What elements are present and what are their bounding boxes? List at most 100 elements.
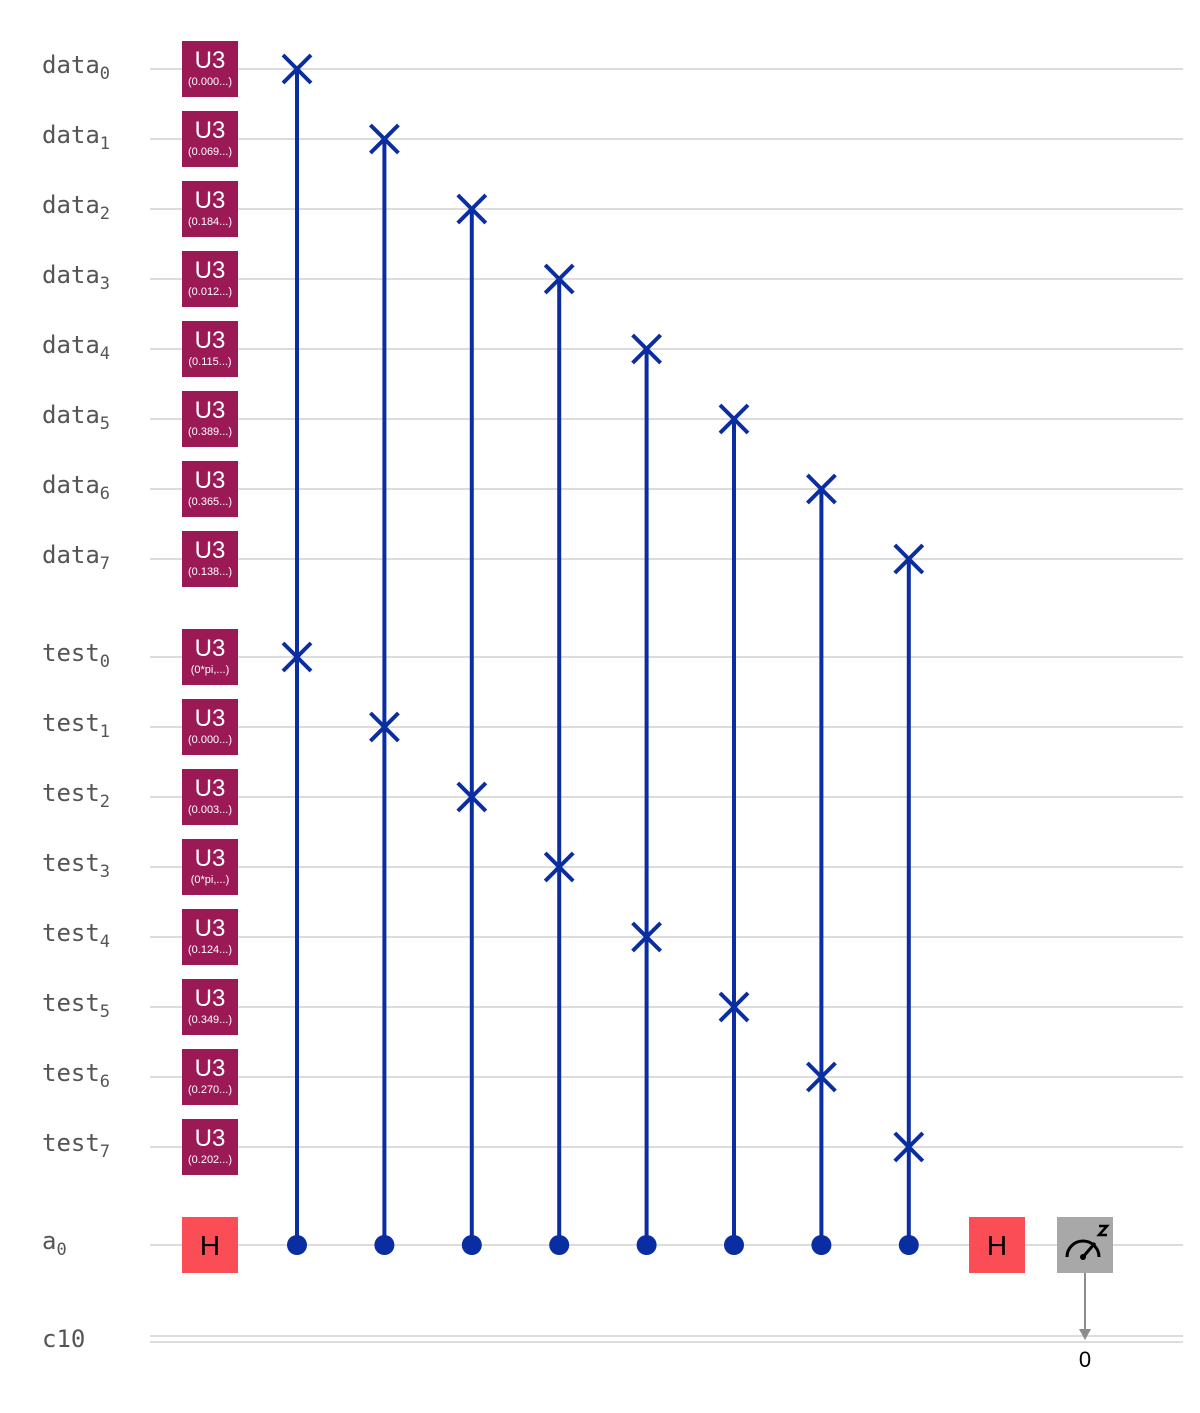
cswap-gate-2 [456,193,488,1255]
u3-gate-name: U3 [195,985,226,1012]
meter-needle [1081,1242,1097,1258]
swap-x-stroke [631,333,663,365]
swap-x-icon [281,53,313,85]
qubit-label-data2: data2 [42,191,110,224]
swap-x-icon [543,851,575,883]
control-dot-icon [636,1235,657,1255]
u3-gate-box [182,699,238,755]
control-dot-icon [374,1235,395,1255]
swap-x-icon [631,333,663,365]
u3-gate-param: (0.069...) [188,146,232,158]
u3-gate-test6: U3 (0.270...) [182,1049,238,1105]
u3-gate-box [182,629,238,685]
z-glyph [1096,1224,1110,1237]
u3-gate-param: (0.124...) [188,944,232,956]
classical-bit-label: 0 [1079,1347,1091,1372]
swap-x-stroke [805,473,837,505]
cswap-gate-1 [368,123,400,1255]
swap-x-stroke [718,403,750,435]
u3-gate-test7: U3 (0.202...) [182,1119,238,1175]
qubit-label-test6: test6 [42,1059,110,1092]
u3-gate-name: U3 [195,845,226,872]
u3-gate-param: (0*pi,...) [191,664,230,676]
u3-gate-box [182,461,238,517]
u3-gate-data0: U3 (0.000...) [182,41,238,97]
u3-gate-name: U3 [195,775,226,802]
cswap-gate-6 [805,473,837,1255]
swap-x-icon [805,1061,837,1093]
qubit-label-test7: test7 [42,1129,110,1162]
u3-gate-name: U3 [195,915,226,942]
u3-gate-box [182,41,238,97]
u3-gate-test0: U3 (0*pi,...) [182,629,238,685]
u3-gate-test1: U3 (0.000...) [182,699,238,755]
h-gate-box [182,1217,238,1273]
u3-gate-param: (0.012...) [188,286,232,298]
control-dot-icon [898,1235,919,1255]
u3-gate-param: (0.138...) [188,566,232,578]
u3-gate-param: (0.202...) [188,1154,232,1166]
u3-gate-name: U3 [195,47,226,74]
u3-gate-test3: U3 (0*pi,...) [182,839,238,895]
qubit-label-data4: data4 [42,331,110,364]
h-gate-name: H [987,1230,1007,1261]
u3-gate-param: (0.115...) [188,356,231,368]
u3-gate-data6: U3 (0.365...) [182,461,238,517]
measurement-gate: 0 [1057,1217,1113,1372]
control-dot-icon [811,1235,832,1255]
u3-gate-name: U3 [195,257,226,284]
h-gate-second: H [969,1217,1025,1273]
u3-gate-param: (0.389...) [188,426,232,438]
swap-x-icon [893,1131,925,1163]
swap-x-icon [281,641,313,673]
u3-gate-name: U3 [195,705,226,732]
swap-x-stroke [456,193,488,225]
qubit-label-test4: test4 [42,919,110,952]
swap-x-stroke [543,851,575,883]
u3-gate-name: U3 [195,635,226,662]
u3-gate-data7: U3 (0.138...) [182,531,238,587]
control-dot-icon [287,1235,307,1255]
u3-gate-box [182,111,238,167]
u3-gate-param: (0.270...) [188,1084,232,1096]
swap-x-stroke [281,53,313,85]
u3-gate-param: (0.000...) [188,76,232,88]
u3-gate-test5: U3 (0.349...) [182,979,238,1035]
swap-x-stroke [718,991,750,1023]
u3-gate-box [182,531,238,587]
u3-gate-param: (0.349...) [188,1014,232,1026]
qubit-label-test0: test0 [42,639,110,672]
meter-pivot [1080,1254,1086,1260]
u3-gate-data3: U3 (0.012...) [182,251,238,307]
u3-gate-box [182,1049,238,1105]
swap-x-icon [805,473,837,505]
cswap-gate-7 [893,543,925,1255]
u3-gate-box [182,769,238,825]
qubit-label-test1: test1 [42,709,110,742]
u3-gate-data2: U3 (0.184...) [182,181,238,237]
measure-arrow-head [1079,1329,1091,1340]
qubit-label-data6: data6 [42,471,110,504]
swap-x-stroke [456,781,488,813]
control-dot-icon [461,1235,482,1255]
cswap-gate-0 [281,53,313,1255]
swap-x-stroke [543,263,575,295]
u3-gate-param: (0.003...) [188,804,232,816]
u3-gate-test4: U3 (0.124...) [182,909,238,965]
cswap-gate-4 [631,333,663,1255]
qubit-label-test3: test3 [42,849,110,882]
u3-gate-param: (0.000...) [188,734,232,746]
h-gate-name: H [200,1230,220,1261]
u3-gate-box [182,181,238,237]
swap-x-stroke [281,641,313,673]
swap-x-icon [631,921,663,953]
qubit-label-test5: test5 [42,989,110,1022]
u3-gate-name: U3 [195,1125,226,1152]
swap-x-icon [543,263,575,295]
register-labels: data0 data1 data2 data3 data4 data5 data6 data7… [42,51,110,1353]
wire-layer [150,68,1183,1343]
swap-x-icon [718,403,750,435]
meter-arc [1065,1239,1101,1258]
swap-x-icon [368,123,400,155]
qubit-label-data1: data1 [42,121,110,154]
